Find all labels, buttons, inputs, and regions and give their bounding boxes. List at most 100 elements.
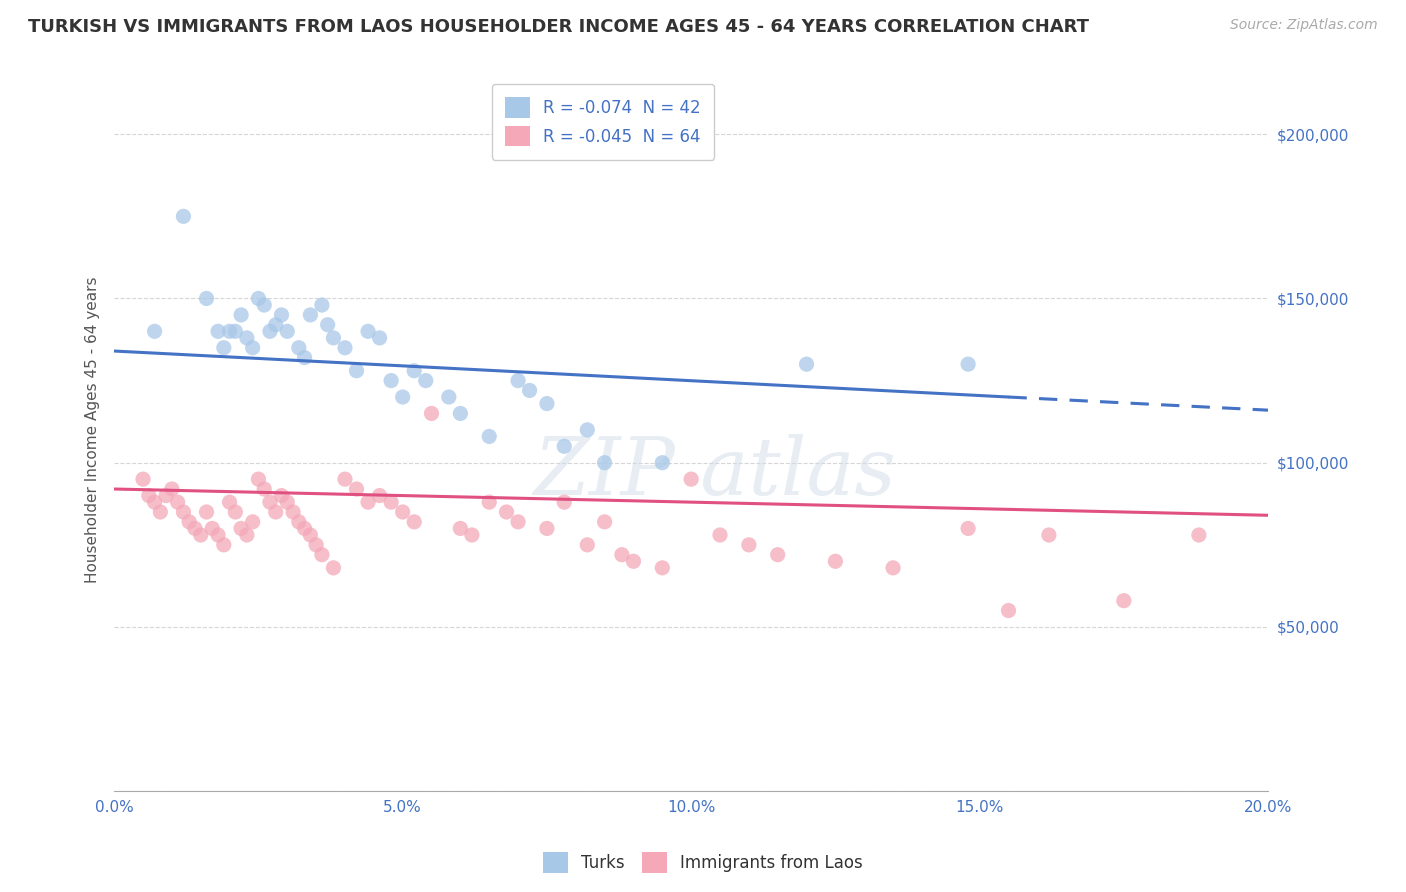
Point <box>276 495 298 509</box>
Point <box>357 495 380 509</box>
Point <box>195 292 218 306</box>
Point <box>380 374 402 388</box>
Point <box>247 472 270 486</box>
Text: TURKISH VS IMMIGRANTS FROM LAOS HOUSEHOLDER INCOME AGES 45 - 64 YEARS CORRELATIO: TURKISH VS IMMIGRANTS FROM LAOS HOUSEHOL… <box>28 18 1090 36</box>
Point <box>264 505 287 519</box>
Point <box>270 308 292 322</box>
Point <box>253 482 276 496</box>
Point <box>593 515 616 529</box>
Legend: R = -0.074  N = 42, R = -0.045  N = 64: R = -0.074 N = 42, R = -0.045 N = 64 <box>492 84 714 160</box>
Point <box>242 515 264 529</box>
Point <box>195 505 218 519</box>
Point <box>404 515 426 529</box>
Point <box>796 357 818 371</box>
Point <box>357 324 380 338</box>
Point <box>172 210 194 224</box>
Point <box>519 384 541 398</box>
Point <box>997 603 1019 617</box>
Point <box>882 561 904 575</box>
Point <box>190 528 212 542</box>
Text: ZIP atlas: ZIP atlas <box>533 434 896 512</box>
Point <box>478 495 501 509</box>
Point <box>224 324 246 338</box>
Point <box>449 407 471 421</box>
Point <box>623 554 645 568</box>
Point <box>553 495 575 509</box>
Point <box>333 472 356 486</box>
Point <box>242 341 264 355</box>
Point <box>957 357 980 371</box>
Point <box>553 439 575 453</box>
Point <box>322 561 344 575</box>
Point <box>305 538 328 552</box>
Point <box>391 505 413 519</box>
Point <box>179 515 201 529</box>
Point <box>212 538 235 552</box>
Point <box>368 331 391 345</box>
Point <box>651 561 673 575</box>
Point <box>449 521 471 535</box>
Point <box>766 548 789 562</box>
Point <box>738 538 761 552</box>
Point <box>247 292 270 306</box>
Point <box>288 341 311 355</box>
Point <box>368 489 391 503</box>
Point <box>391 390 413 404</box>
Point <box>212 341 235 355</box>
Point <box>143 324 166 338</box>
Point <box>709 528 731 542</box>
Point <box>132 472 155 486</box>
Point <box>276 324 298 338</box>
Point <box>346 482 368 496</box>
Point <box>172 505 194 519</box>
Legend: Turks, Immigrants from Laos: Turks, Immigrants from Laos <box>537 846 869 880</box>
Point <box>346 364 368 378</box>
Point <box>437 390 460 404</box>
Point <box>322 331 344 345</box>
Point <box>1112 593 1135 607</box>
Point <box>957 521 980 535</box>
Point <box>681 472 703 486</box>
Point <box>270 489 292 503</box>
Point <box>576 423 599 437</box>
Point <box>1038 528 1060 542</box>
Point <box>415 374 437 388</box>
Point <box>536 521 558 535</box>
Point <box>333 341 356 355</box>
Point <box>294 351 316 365</box>
Point <box>229 308 252 322</box>
Point <box>149 505 172 519</box>
Y-axis label: Householder Income Ages 45 - 64 years: Householder Income Ages 45 - 64 years <box>86 277 100 583</box>
Point <box>478 429 501 443</box>
Point <box>138 489 160 503</box>
Point <box>593 456 616 470</box>
Point <box>1188 528 1211 542</box>
Point <box>253 298 276 312</box>
Point <box>506 374 529 388</box>
Point <box>380 495 402 509</box>
Point <box>299 528 322 542</box>
Point <box>259 324 281 338</box>
Point <box>610 548 633 562</box>
Point <box>299 308 322 322</box>
Point <box>218 495 240 509</box>
Point <box>184 521 207 535</box>
Point <box>259 495 281 509</box>
Point <box>420 407 443 421</box>
Point <box>143 495 166 509</box>
Point <box>207 324 229 338</box>
Point <box>576 538 599 552</box>
Point <box>236 528 259 542</box>
Point <box>229 521 252 535</box>
Point <box>160 482 183 496</box>
Point <box>316 318 339 332</box>
Point <box>218 324 240 338</box>
Point <box>294 521 316 535</box>
Point <box>651 456 673 470</box>
Point <box>495 505 517 519</box>
Point <box>207 528 229 542</box>
Text: Source: ZipAtlas.com: Source: ZipAtlas.com <box>1230 18 1378 32</box>
Point <box>224 505 246 519</box>
Point <box>404 364 426 378</box>
Point <box>311 548 333 562</box>
